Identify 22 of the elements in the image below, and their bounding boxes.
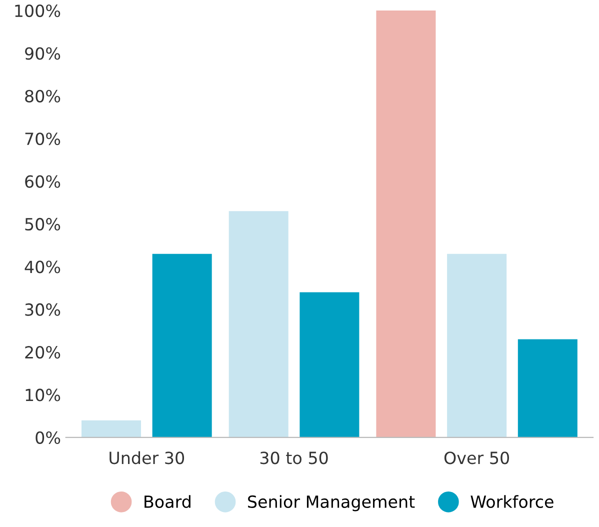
y-tick-label: 40% bbox=[24, 260, 60, 274]
y-tick-label: 30% bbox=[25, 303, 60, 316]
bar bbox=[152, 254, 212, 438]
y-tick-label: 60% bbox=[25, 175, 60, 188]
y-tick-label: 90% bbox=[25, 47, 60, 60]
y-tick-label: 70% bbox=[25, 132, 60, 146]
bar bbox=[376, 10, 436, 438]
y-tick-label: 10% bbox=[26, 388, 60, 402]
bar bbox=[81, 420, 141, 438]
legend-label: Workforce bbox=[470, 495, 554, 508]
x-tick-label: Under 30 bbox=[110, 451, 184, 464]
x-tick-label: Over 50 bbox=[444, 452, 510, 464]
legend-label: Senior Management bbox=[248, 495, 415, 512]
y-tick-label: 100% bbox=[15, 4, 60, 18]
y-tick-label: 0% bbox=[36, 431, 60, 444]
x-tick-label: 30 to 50 bbox=[260, 452, 328, 464]
bar bbox=[447, 254, 507, 438]
y-tick-label: 20% bbox=[25, 346, 60, 359]
y-tick-label: 50% bbox=[25, 218, 60, 231]
y-tick-label: 80% bbox=[25, 90, 60, 102]
legend-label: Board bbox=[144, 495, 190, 508]
bar bbox=[518, 339, 578, 438]
